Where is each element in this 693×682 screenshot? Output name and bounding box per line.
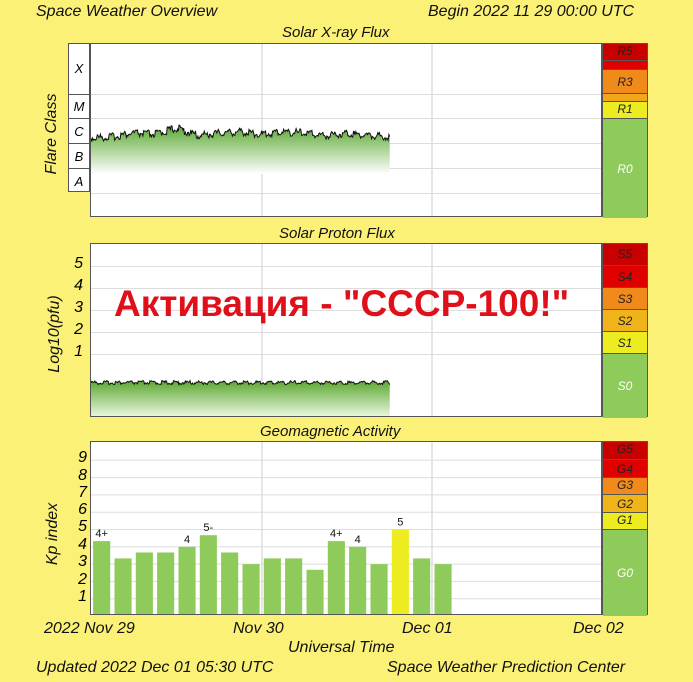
kp-bar <box>242 564 260 614</box>
scale-g4: G4 <box>603 459 647 477</box>
geomag-title: Geomagnetic Activity <box>260 423 401 440</box>
scale-s2: S2 <box>603 309 647 331</box>
scale-g3: G3 <box>603 477 647 494</box>
kp-svg: 4+ 4 5- 4+ 4 5 <box>91 442 601 614</box>
kp-bar <box>93 541 111 614</box>
scale-r3: R3 <box>603 69 647 93</box>
scale-r0: R0 <box>603 118 647 218</box>
proton-svg <box>91 244 601 416</box>
xray-ylabel: Flare Class <box>43 93 60 175</box>
kp-bar-label: 5- <box>203 522 213 534</box>
overview-title: Space Weather Overview <box>36 3 218 20</box>
kp-tick-9: 9 <box>78 449 87 466</box>
class-x-label: X <box>74 61 84 76</box>
kp-tick-4: 4 <box>78 536 87 553</box>
scale-r5: R5 <box>603 44 647 60</box>
kp-tick-5: 5 <box>78 518 87 535</box>
class-m-label: M <box>69 94 89 118</box>
proton-ylabel: Log10(pfu) <box>46 295 63 373</box>
scale-s5: S5 <box>603 244 647 265</box>
scale-s1: S1 <box>603 331 647 353</box>
xray-plot <box>90 43 602 217</box>
kp-bar-label: 4 <box>184 534 190 546</box>
kp-bar <box>178 546 196 614</box>
scale-r1: R1 <box>603 101 647 118</box>
kp-bar <box>199 535 217 614</box>
class-b-label: B <box>69 143 89 168</box>
kp-bar <box>285 558 303 614</box>
prediction-center: Space Weather Prediction Center <box>387 659 626 676</box>
kp-tick-7: 7 <box>78 484 87 501</box>
xray-flux-area <box>91 125 390 174</box>
scale-r4 <box>603 60 647 69</box>
proton-tick-3: 3 <box>74 299 83 316</box>
proton-flux-area <box>91 380 390 416</box>
scale-r2 <box>603 93 647 101</box>
flare-class-column: X M C B A <box>68 43 90 192</box>
scale-s4: S4 <box>603 265 647 287</box>
x-axis-title: Universal Time <box>288 639 395 656</box>
kp-bar <box>114 558 132 614</box>
x-label-dec01: Dec 01 <box>402 620 453 637</box>
scale-g0: G0 <box>603 529 647 616</box>
kp-tick-2: 2 <box>78 571 87 588</box>
proton-title: Solar Proton Flux <box>279 225 395 242</box>
kp-bar <box>306 569 324 614</box>
class-c-label: C <box>69 118 89 143</box>
scale-g5: G5 <box>603 442 647 459</box>
scale-s3: S3 <box>603 287 647 309</box>
x-label-dec02: Dec 02 <box>573 620 624 637</box>
kp-tick-3: 3 <box>78 553 87 570</box>
xray-svg <box>91 44 601 216</box>
updated-time: Updated 2022 Dec 01 05:30 UTC <box>36 659 274 676</box>
radiation-storm-scale: S5 S4 S3 S2 S1 S0 <box>602 243 648 418</box>
proton-tick-1: 1 <box>74 343 83 360</box>
x-label-nov29: 2022 Nov 29 <box>44 620 135 637</box>
kp-bar <box>413 558 431 614</box>
kp-tick-6: 6 <box>78 501 87 518</box>
kp-bar <box>434 564 452 614</box>
kp-bar <box>221 552 239 614</box>
kp-bar <box>263 558 281 614</box>
scale-s0: S0 <box>603 353 647 418</box>
geomag-ylabel: Kp index <box>44 502 61 566</box>
kp-bar <box>391 529 409 614</box>
proton-tick-5: 5 <box>74 255 83 272</box>
kp-tick-1: 1 <box>78 588 87 605</box>
activation-overlay-text: Активация - "СССР-100!" <box>114 283 570 324</box>
kp-bar <box>370 564 388 614</box>
kp-bar-label: 4 <box>355 534 361 546</box>
kp-bar <box>135 552 153 614</box>
geomagnetic-storm-scale: G5 G4 G3 G2 G1 G0 <box>602 441 648 616</box>
kp-bar-label: 5 <box>397 517 403 529</box>
xray-title: Solar X-ray Flux <box>282 24 390 41</box>
proton-tick-2: 2 <box>74 321 83 338</box>
scale-g2: G2 <box>603 494 647 512</box>
proton-plot <box>90 243 602 417</box>
radio-blackout-scale: R5 R3 R1 R0 <box>602 43 648 218</box>
kp-bar <box>327 541 345 614</box>
kp-bar-label: 4+ <box>330 528 343 540</box>
proton-tick-4: 4 <box>74 277 83 294</box>
x-label-nov30: Nov 30 <box>233 620 284 637</box>
geomag-plot: 4+ 4 5- 4+ 4 5 <box>90 441 602 615</box>
kp-bar-label: 4+ <box>95 528 108 540</box>
kp-bar <box>157 552 175 614</box>
kp-tick-8: 8 <box>78 467 87 484</box>
scale-g1: G1 <box>603 512 647 529</box>
begin-time: Begin 2022 11 29 00:00 UTC <box>428 3 635 20</box>
kp-bar <box>349 546 367 614</box>
class-a-label: A <box>69 168 89 193</box>
xray-flux-line <box>91 124 391 143</box>
proton-flux-line <box>91 379 391 386</box>
